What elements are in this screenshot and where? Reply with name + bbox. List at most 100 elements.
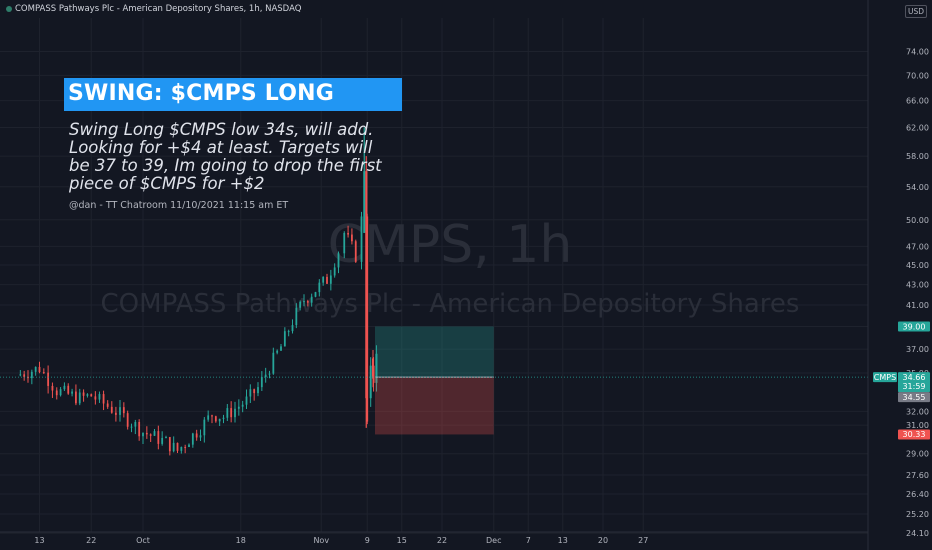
candle-body bbox=[122, 407, 125, 414]
y-tick-label: 66.00 bbox=[906, 97, 929, 106]
candle-body bbox=[82, 392, 85, 396]
candle-body bbox=[329, 275, 332, 284]
y-tick-label: 50.00 bbox=[906, 216, 929, 225]
candle-body bbox=[23, 374, 26, 377]
candle-body bbox=[333, 267, 336, 276]
candle-body bbox=[287, 331, 290, 333]
candle-body bbox=[188, 444, 190, 448]
candle-body bbox=[59, 389, 62, 396]
last-price-tag-bg bbox=[898, 372, 930, 393]
candle-body bbox=[234, 408, 236, 418]
candle-body bbox=[283, 331, 286, 347]
candle-body bbox=[195, 433, 198, 438]
candle-body bbox=[157, 431, 160, 444]
target-price-label-bg bbox=[898, 321, 930, 332]
y-tick-label: 29.00 bbox=[906, 450, 929, 459]
candle-body bbox=[337, 253, 340, 268]
x-tick-label: Nov bbox=[313, 536, 329, 545]
candle-body bbox=[318, 282, 321, 293]
watermark-name: COMPASS Pathways Plc - American Deposito… bbox=[101, 289, 800, 319]
candle-body bbox=[86, 394, 89, 396]
candle-body bbox=[114, 412, 117, 415]
x-tick-label: 27 bbox=[638, 536, 648, 545]
candle-body bbox=[291, 325, 294, 332]
y-tick-label: 54.00 bbox=[906, 183, 929, 192]
prev-close-label: 34.55 bbox=[903, 393, 926, 402]
x-tick-label: 18 bbox=[236, 536, 246, 545]
candle-body bbox=[203, 419, 206, 436]
y-tick-label: 27.60 bbox=[906, 471, 929, 480]
chart-header: COMPASS Pathways Plc - American Deposito… bbox=[6, 4, 301, 14]
candle-body bbox=[34, 366, 37, 372]
candle-body bbox=[375, 353, 378, 383]
candle-body bbox=[138, 421, 141, 437]
candle-body bbox=[42, 372, 45, 374]
symbol-logo-icon bbox=[6, 5, 12, 12]
trade-note: Swing Long $CMPS low 34s, will add. Look… bbox=[69, 121, 389, 193]
candle-body bbox=[241, 404, 244, 407]
x-tick-label: 7 bbox=[526, 536, 531, 545]
x-tick-label: 20 bbox=[598, 536, 608, 545]
x-tick-label: 22 bbox=[437, 536, 447, 545]
y-tick-label: 70.00 bbox=[906, 71, 929, 80]
banner-title: SWING: $CMPS LONG bbox=[68, 81, 335, 106]
y-tick-label: 74.00 bbox=[906, 47, 929, 56]
candle-body bbox=[306, 301, 309, 303]
note-byline: @dan - TT Chatroom 11/10/2021 11:15 am E… bbox=[69, 200, 289, 211]
candle-body bbox=[75, 391, 77, 404]
candle-body bbox=[310, 296, 313, 303]
candle-body bbox=[372, 358, 374, 379]
candle-body bbox=[47, 372, 50, 386]
stop-price-label-bg bbox=[898, 429, 930, 440]
candle-body bbox=[106, 403, 109, 407]
candle-body bbox=[360, 216, 363, 262]
candle-body bbox=[354, 241, 357, 262]
symbol-price-tag-bg bbox=[873, 372, 897, 383]
candle-body bbox=[314, 292, 317, 297]
watermark-symbol: CMPS, 1h bbox=[328, 215, 573, 275]
candle-body bbox=[280, 346, 282, 351]
currency-button[interactable]: USD bbox=[905, 5, 927, 18]
candle-body bbox=[19, 374, 22, 376]
candle-body bbox=[326, 276, 328, 284]
candle-body bbox=[67, 385, 70, 394]
y-tick-label: 24.10 bbox=[906, 529, 929, 538]
candle-body bbox=[260, 377, 263, 388]
x-tick-label: 22 bbox=[86, 536, 96, 545]
candle-body bbox=[71, 391, 73, 394]
y-tick-label: 26.40 bbox=[906, 490, 929, 499]
candle-body bbox=[63, 385, 66, 390]
y-tick-label: 43.00 bbox=[906, 281, 929, 290]
candle-body bbox=[161, 437, 164, 444]
candle-body bbox=[110, 406, 113, 413]
x-tick-label: 13 bbox=[558, 536, 568, 545]
candle-body bbox=[237, 406, 240, 409]
candle-body bbox=[98, 394, 101, 400]
candle-body bbox=[180, 447, 183, 451]
candle-body bbox=[184, 447, 187, 449]
x-tick-label: Dec bbox=[486, 536, 501, 545]
candle-body bbox=[145, 432, 148, 435]
candle-body bbox=[119, 407, 121, 415]
stop-zone bbox=[375, 377, 494, 435]
candle-body bbox=[90, 394, 93, 397]
candle-body bbox=[245, 396, 248, 405]
candle-body bbox=[276, 350, 279, 353]
candle-body bbox=[299, 301, 302, 308]
candle-body bbox=[226, 408, 229, 418]
candle-body bbox=[172, 442, 175, 452]
candle-body bbox=[369, 365, 372, 399]
candle-body bbox=[207, 415, 210, 420]
candle-body bbox=[211, 415, 213, 417]
candle-body bbox=[264, 374, 267, 378]
candle-body bbox=[165, 437, 167, 439]
note-line-2: Looking for +$4 at least. Targets will bbox=[69, 138, 373, 157]
x-tick-label: Oct bbox=[136, 536, 150, 545]
candle-body bbox=[134, 421, 137, 427]
candle-body bbox=[130, 426, 133, 428]
y-tick-label: 41.00 bbox=[906, 301, 929, 310]
candle-body bbox=[102, 394, 105, 404]
y-tick-label: 45.00 bbox=[906, 261, 929, 270]
candle-body bbox=[253, 389, 256, 394]
